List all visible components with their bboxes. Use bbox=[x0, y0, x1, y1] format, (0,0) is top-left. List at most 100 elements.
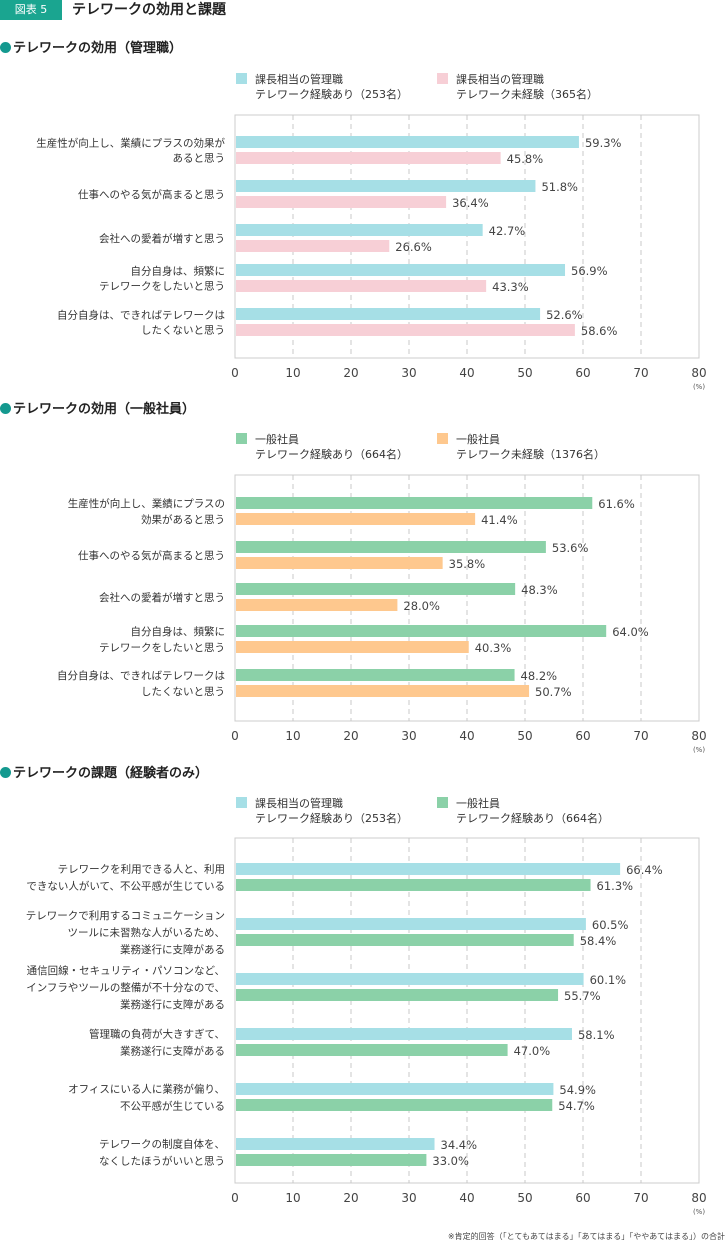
category-label: テレワークを利用できる人と、利用できない人がいて、不公平感が生じている bbox=[26, 864, 225, 893]
x-tick-label: 0 bbox=[231, 1191, 239, 1205]
x-tick-label: 50 bbox=[517, 1191, 532, 1205]
data-label: 48.2% bbox=[521, 669, 558, 683]
category-label-line: 自分自身は、頻繁に bbox=[131, 625, 226, 638]
bar bbox=[236, 136, 579, 148]
category-label: 会社への愛着が増すと思う bbox=[99, 591, 225, 604]
data-label: 54.7% bbox=[558, 1099, 595, 1113]
data-label: 59.3% bbox=[585, 136, 622, 150]
legend-swatch bbox=[236, 433, 247, 444]
category-label-line: テレワークで利用するコミュニケーション bbox=[26, 910, 225, 922]
bar bbox=[236, 497, 593, 509]
legend-label: テレワーク未経験（365名） bbox=[456, 88, 598, 101]
bar bbox=[236, 224, 483, 236]
x-unit-label: (%) bbox=[693, 383, 705, 391]
category-label: 生産性が向上し、業績にプラスの効果があると思う bbox=[36, 137, 225, 165]
bar bbox=[236, 934, 574, 946]
data-label: 45.8% bbox=[507, 152, 544, 166]
data-label: 58.4% bbox=[580, 934, 617, 948]
x-tick-label: 30 bbox=[401, 366, 416, 380]
chart-managers: 0 10 20 30 40 50 60 70 80 (%) 生産性が向上し、業績にプラスの効果がある… bbox=[36, 114, 707, 391]
category-label: 通信回線・セキュリティ・パソコンなど、インフラやツールの整備が不十分なので、業務… bbox=[26, 964, 225, 1011]
bar bbox=[236, 1099, 553, 1111]
bar bbox=[236, 280, 487, 292]
section-title-issues: テレワークの課題（経験者のみ） bbox=[0, 765, 208, 783]
category-label-line: 効果があると思う bbox=[141, 513, 225, 526]
section-title-staff: テレワークの効用（一般社員） bbox=[0, 401, 195, 419]
figure-title: テレワークの効用と課題 bbox=[72, 2, 226, 18]
x-tick-label: 50 bbox=[517, 366, 532, 380]
bar bbox=[236, 669, 515, 681]
data-label: 60.1% bbox=[590, 973, 627, 987]
x-tick-label: 60 bbox=[575, 366, 590, 380]
category-label-line: したくないと思う bbox=[141, 686, 225, 698]
bar bbox=[236, 196, 447, 208]
category-label-line: テレワークをしたいと思う bbox=[99, 281, 225, 293]
data-label: 33.0% bbox=[432, 1154, 469, 1168]
x-tick-label: 40 bbox=[459, 729, 474, 743]
x-tick-label: 30 bbox=[401, 729, 416, 743]
bar bbox=[236, 863, 621, 875]
category-label-line: 生産性が向上し、業績にプラスの bbox=[68, 497, 225, 510]
legend-label: 一般社員 bbox=[255, 433, 299, 446]
bar bbox=[236, 973, 584, 985]
x-unit-label: (%) bbox=[693, 746, 705, 754]
x-tick-label: 60 bbox=[575, 729, 590, 743]
x-tick-label: 0 bbox=[231, 729, 239, 743]
category-label-line: テレワークをしたいと思う bbox=[99, 642, 225, 654]
legend-label: テレワーク経験あり（253名） bbox=[255, 812, 408, 825]
category-label-line: テレワークの制度自体を、 bbox=[99, 1138, 225, 1151]
legend-label: 課長相当の管理職 bbox=[255, 797, 343, 810]
category-label-line: できない人がいて、不公平感が生じている bbox=[26, 880, 225, 893]
category-label: 自分自身は、できればテレワークはしたくないと思う bbox=[57, 669, 225, 698]
x-tick-label: 10 bbox=[285, 729, 300, 743]
section-title-text: テレワークの効用（一般社員） bbox=[13, 402, 196, 417]
x-tick-label: 80 bbox=[691, 366, 706, 380]
bar bbox=[236, 324, 575, 336]
bar bbox=[236, 583, 516, 595]
data-label: 58.1% bbox=[578, 1028, 615, 1042]
legend-label: 課長相当の管理職 bbox=[255, 73, 343, 86]
category-label-line: 自分自身は、できればテレワークは bbox=[57, 309, 225, 322]
category-label: 会社への愛着が増すと思う bbox=[99, 232, 225, 245]
data-label: 55.7% bbox=[564, 989, 601, 1003]
data-label: 58.6% bbox=[581, 324, 618, 338]
category-label: テレワークで利用するコミュニケーションツールに未習熟な人がいるため、業務遂行に支… bbox=[26, 910, 225, 956]
category-label: 生産性が向上し、業績にプラスの効果があると思う bbox=[68, 497, 225, 526]
data-label: 56.9% bbox=[571, 264, 608, 278]
category-label-line: 不公平感が生じている bbox=[120, 1100, 225, 1113]
bar bbox=[236, 1044, 508, 1056]
data-label: 48.3% bbox=[521, 583, 558, 597]
category-label-line: ツールに未習熟な人がいるため、 bbox=[68, 926, 226, 939]
x-tick-label: 10 bbox=[285, 366, 300, 380]
category-label-line: インフラやツールの整備が不十分なので、 bbox=[26, 981, 225, 994]
bullet-icon bbox=[0, 42, 11, 53]
x-tick-label: 20 bbox=[343, 729, 358, 743]
x-tick-label: 50 bbox=[517, 729, 532, 743]
legend-label: テレワーク経験あり（664名） bbox=[456, 812, 609, 825]
category-label-line: 仕事へのやる気が高まると思う bbox=[78, 188, 225, 201]
data-label: 47.0% bbox=[514, 1044, 551, 1058]
legend-label: 一般社員 bbox=[456, 797, 500, 810]
figure-badge: 図表 5 bbox=[0, 0, 62, 20]
bar bbox=[236, 1154, 427, 1166]
data-label: 26.6% bbox=[395, 240, 432, 254]
chart-staff: 0 10 20 30 40 50 60 70 80 (%) 生産性が向上し、業績にプラスの効果がある… bbox=[57, 474, 707, 754]
category-label-line: テレワークを利用できる人と、利用 bbox=[58, 864, 225, 876]
x-tick-label: 30 bbox=[401, 1191, 416, 1205]
data-label: 61.3% bbox=[597, 879, 634, 893]
x-tick-label: 40 bbox=[459, 366, 474, 380]
legend-label: 一般社員 bbox=[456, 433, 500, 446]
x-tick-label: 60 bbox=[575, 1191, 590, 1205]
bar bbox=[236, 685, 530, 697]
legend-label: 課長相当の管理職 bbox=[456, 73, 544, 86]
data-label: 35.8% bbox=[449, 557, 486, 571]
x-tick-label: 70 bbox=[633, 1191, 648, 1205]
legend-swatch bbox=[236, 73, 247, 84]
x-tick-label: 40 bbox=[459, 1191, 474, 1205]
category-label: 管理職の負荷が大きすぎて、業務遂行に支障がある bbox=[89, 1028, 225, 1058]
section-title-managers: テレワークの効用（管理職） bbox=[0, 40, 182, 58]
category-label-line: したくないと思う bbox=[141, 325, 225, 337]
data-label: 41.4% bbox=[481, 513, 518, 527]
bar bbox=[236, 879, 591, 891]
category-label-line: 通信回線・セキュリティ・パソコンなど、 bbox=[27, 964, 225, 977]
